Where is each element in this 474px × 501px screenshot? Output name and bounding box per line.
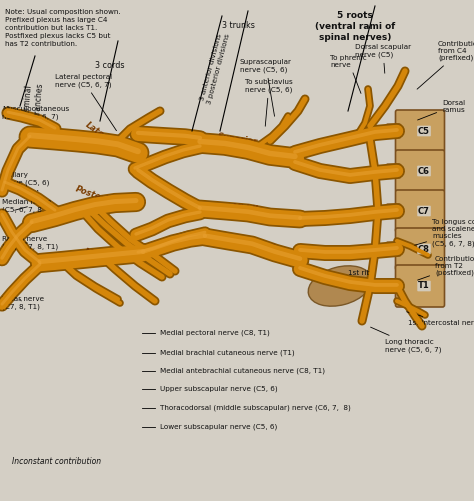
- Text: Medial pectoral nerve (C8, T1): Medial pectoral nerve (C8, T1): [160, 330, 270, 336]
- FancyBboxPatch shape: [386, 204, 401, 218]
- FancyBboxPatch shape: [395, 228, 445, 270]
- Text: Median nerve
(C5, 6, 7, 8, T1): Median nerve (C5, 6, 7, 8, T1): [2, 199, 58, 213]
- Text: Middle: Middle: [232, 203, 264, 215]
- FancyBboxPatch shape: [386, 164, 401, 178]
- Text: C8: C8: [418, 244, 430, 254]
- Text: Contribution
from C4
(prefixed): Contribution from C4 (prefixed): [417, 41, 474, 89]
- Text: Long thoracic
nerve (C5, 6, 7): Long thoracic nerve (C5, 6, 7): [371, 327, 441, 353]
- FancyBboxPatch shape: [395, 150, 445, 192]
- FancyBboxPatch shape: [401, 150, 439, 152]
- Text: Terminal
branches: Terminal branches: [22, 81, 45, 118]
- Text: 3 trunks: 3 trunks: [221, 21, 255, 30]
- Text: Inconstant contribution: Inconstant contribution: [12, 456, 101, 465]
- Text: 1st rib: 1st rib: [333, 270, 371, 279]
- Text: C6: C6: [418, 166, 430, 175]
- Text: Dorsal scapular
nerve (C5): Dorsal scapular nerve (C5): [355, 44, 411, 73]
- Text: Ulnar nerve
(C7, 8, T1): Ulnar nerve (C7, 8, T1): [2, 296, 44, 310]
- FancyBboxPatch shape: [401, 267, 439, 268]
- FancyBboxPatch shape: [386, 279, 401, 293]
- Ellipse shape: [308, 266, 372, 306]
- Text: 1st intercostal nerve: 1st intercostal nerve: [407, 312, 474, 326]
- FancyBboxPatch shape: [386, 242, 401, 256]
- Text: To longus colli
and scalene
muscles
(C5, 6, 7, 8): To longus colli and scalene muscles (C5,…: [415, 219, 474, 247]
- FancyBboxPatch shape: [386, 124, 401, 138]
- Text: Inferior: Inferior: [240, 239, 276, 250]
- Text: Upper subscapular nerve (C5, 6): Upper subscapular nerve (C5, 6): [160, 386, 278, 392]
- FancyBboxPatch shape: [395, 190, 445, 232]
- Text: Dorsal
ramus: Dorsal ramus: [418, 100, 465, 120]
- Text: Axillary
nerve (C5, 6): Axillary nerve (C5, 6): [2, 172, 49, 191]
- Text: Superior: Superior: [217, 132, 259, 146]
- Text: Musculocutaneous
nerve (C5, 6, 7): Musculocutaneous nerve (C5, 6, 7): [2, 106, 69, 120]
- Text: 3 cords: 3 cords: [95, 61, 125, 70]
- Text: 5 roots
(ventral rami of
spinal nerves): 5 roots (ventral rami of spinal nerves): [315, 11, 395, 42]
- Text: Radial nerve
(C5, 6, 7, 8, T1): Radial nerve (C5, 6, 7, 8, T1): [2, 236, 58, 250]
- FancyBboxPatch shape: [401, 190, 439, 192]
- Text: Posterior: Posterior: [74, 184, 118, 207]
- Text: Suprascapular
nerve (C5, 6): Suprascapular nerve (C5, 6): [240, 59, 292, 116]
- Text: Lateral pectoral
nerve (C5, 6, 7): Lateral pectoral nerve (C5, 6, 7): [55, 74, 117, 131]
- Text: Note: Usual composition shown.
Prefixed plexus has large C4
contribution but lac: Note: Usual composition shown. Prefixed …: [5, 9, 120, 47]
- FancyBboxPatch shape: [395, 110, 445, 152]
- Text: T1: T1: [418, 282, 430, 291]
- Text: To subclavius
nerve (C5, 6): To subclavius nerve (C5, 6): [245, 79, 293, 126]
- Text: Medial brachial cutaneous nerve (T1): Medial brachial cutaneous nerve (T1): [160, 350, 295, 356]
- FancyBboxPatch shape: [395, 265, 445, 307]
- Text: Lower subscapular nerve (C5, 6): Lower subscapular nerve (C5, 6): [160, 424, 277, 430]
- Text: C5: C5: [418, 126, 430, 135]
- Text: Lateral: Lateral: [84, 120, 116, 146]
- Text: Medial antebrachial cutaneous nerve (C8, T1): Medial antebrachial cutaneous nerve (C8,…: [160, 368, 325, 374]
- Text: Medial: Medial: [84, 247, 116, 265]
- Text: 3 anterior divisions
3 posterior divisions: 3 anterior divisions 3 posterior divisio…: [199, 31, 231, 105]
- Text: Thoracodorsal (middle subscapular) nerve (C6, 7,  8): Thoracodorsal (middle subscapular) nerve…: [160, 405, 351, 411]
- Text: To phrenic
nerve: To phrenic nerve: [330, 55, 367, 93]
- Text: Contribution
from T2
(postfixed): Contribution from T2 (postfixed): [418, 256, 474, 280]
- Text: C7: C7: [418, 206, 430, 215]
